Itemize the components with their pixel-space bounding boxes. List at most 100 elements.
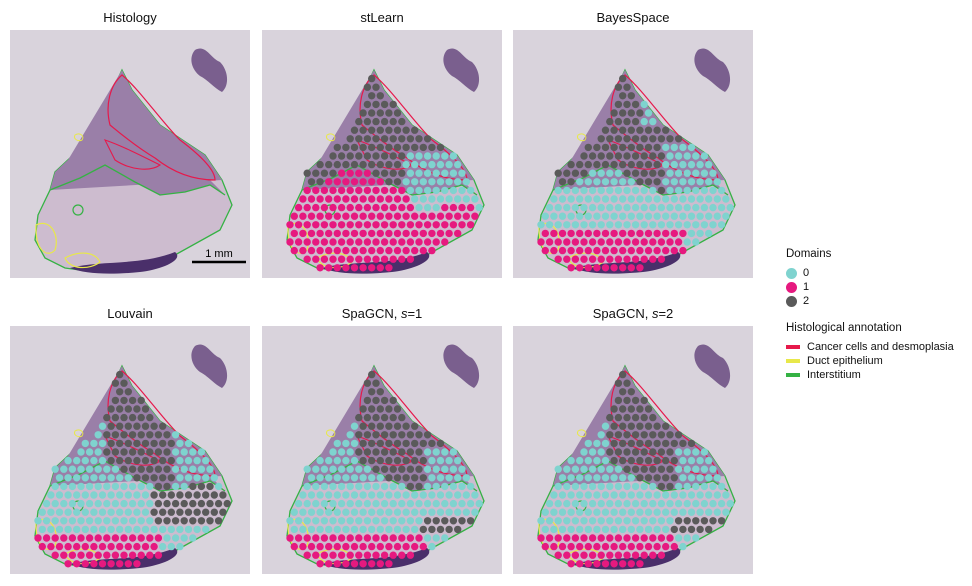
spot-domain-0 <box>294 517 303 525</box>
spot-domain-2 <box>606 117 614 126</box>
spot-domain-1 <box>307 212 316 220</box>
spot-domain-0 <box>329 482 337 491</box>
spot-domain-1 <box>299 229 307 238</box>
spot-domain-1 <box>398 238 406 246</box>
spot-domain-2 <box>363 448 372 456</box>
spot-domain-0 <box>180 482 188 491</box>
spot-domain-1 <box>567 542 575 551</box>
spot-domain-0 <box>576 212 584 220</box>
spot-domain-2 <box>610 405 618 413</box>
spot-domain-0 <box>415 169 423 177</box>
spot-domain-0 <box>683 186 691 195</box>
spot-domain-0 <box>307 525 316 534</box>
spot-domain-0 <box>588 169 597 177</box>
spot-domain-0 <box>593 195 601 203</box>
spot-domain-1 <box>649 255 657 263</box>
spot-domain-0 <box>700 203 709 212</box>
spot-domain-1 <box>436 212 445 220</box>
spot-domain-2 <box>610 456 618 465</box>
spot-domain-1 <box>653 229 661 238</box>
spot-domain-0 <box>696 195 704 203</box>
spot-domain-0 <box>571 186 580 195</box>
spot-domain-0 <box>38 508 46 516</box>
spot-domain-0 <box>385 508 393 516</box>
spot-domain-0 <box>619 508 627 516</box>
spot-domain-1 <box>458 221 466 229</box>
spot-domain-0 <box>726 499 734 508</box>
spot-domain-1 <box>597 255 605 263</box>
spot-domain-1 <box>545 534 554 542</box>
spot-domain-0 <box>402 525 410 534</box>
spot-domain-0 <box>458 482 466 491</box>
spot-domain-1 <box>627 542 635 551</box>
spot-domain-2 <box>389 448 397 456</box>
spot-domain-1 <box>657 255 666 263</box>
spot-domain-2 <box>128 431 137 439</box>
spot-domain-0 <box>696 508 704 516</box>
spot-domain-0 <box>454 195 462 203</box>
spot-domain-0 <box>588 221 597 229</box>
spot-domain-0 <box>98 456 107 465</box>
spot-domain-1 <box>124 542 132 551</box>
spot-domain-1 <box>640 551 648 559</box>
spot-domain-2 <box>623 465 631 473</box>
spot-domain-0 <box>180 534 188 542</box>
spot-domain-0 <box>415 152 423 160</box>
spot-domain-2 <box>411 474 419 482</box>
spot-domain-2 <box>103 413 111 422</box>
spot-domain-2 <box>636 143 644 152</box>
spot-domain-1 <box>299 195 307 203</box>
spot-domain-1 <box>584 560 592 568</box>
spot-domain-1 <box>601 560 610 568</box>
spot-domain-2 <box>389 117 397 126</box>
spot-domain-0 <box>614 517 623 525</box>
spot-domain-2 <box>640 135 648 143</box>
spot-domain-2 <box>133 405 141 413</box>
spot-domain-0 <box>90 474 98 482</box>
spot-domain-0 <box>368 491 376 499</box>
spot-domain-2 <box>393 143 402 152</box>
spot-domain-0 <box>34 517 42 525</box>
spot-domain-2 <box>124 439 132 448</box>
legend-label: Cancer cells and desmoplasia <box>807 341 954 353</box>
spot-domain-2 <box>423 517 432 525</box>
spot-domain-0 <box>636 212 644 220</box>
spot-domain-0 <box>563 203 571 212</box>
spot-domain-2 <box>415 465 423 473</box>
spot-domain-1 <box>146 551 154 559</box>
spot-domain-0 <box>640 100 648 109</box>
spot-domain-1 <box>588 238 597 246</box>
spot-domain-2 <box>649 135 657 143</box>
histology-image: 1 mm <box>10 30 250 278</box>
spot-domain-2 <box>398 413 406 422</box>
spot-domain-0 <box>428 456 436 465</box>
spot-domain-2 <box>329 152 337 160</box>
spot-domain-0 <box>350 525 359 534</box>
spot-domain-1 <box>307 246 316 255</box>
spot-domain-2 <box>189 517 197 525</box>
spot-domain-0 <box>432 203 440 212</box>
spot-domain-1 <box>545 238 554 246</box>
spot-domain-0 <box>649 221 657 229</box>
spot-domain-1 <box>610 542 618 551</box>
spot-domain-1 <box>567 560 575 568</box>
spot-domain-1 <box>355 186 363 195</box>
spot-domain-2 <box>163 482 171 491</box>
spot-domain-0 <box>588 448 597 456</box>
spot-domain-1 <box>471 212 479 220</box>
spot-domain-0 <box>436 508 445 516</box>
panel-title: stLearn <box>360 10 404 25</box>
spot-domain-1 <box>462 212 470 220</box>
spot-domain-2 <box>137 396 145 405</box>
spot-domain-2 <box>649 431 657 439</box>
spot-domain-0 <box>128 517 137 525</box>
spot-domain-2 <box>154 448 163 456</box>
spot-domain-2 <box>636 474 644 482</box>
spot-domain-2 <box>593 160 601 169</box>
spot-domain-1 <box>567 229 575 238</box>
spot-domain-2 <box>355 135 363 143</box>
spot-domain-2 <box>670 439 678 448</box>
spot-domain-1 <box>38 542 46 551</box>
spot-domain-2 <box>614 100 623 109</box>
spot-domain-1 <box>644 246 653 255</box>
